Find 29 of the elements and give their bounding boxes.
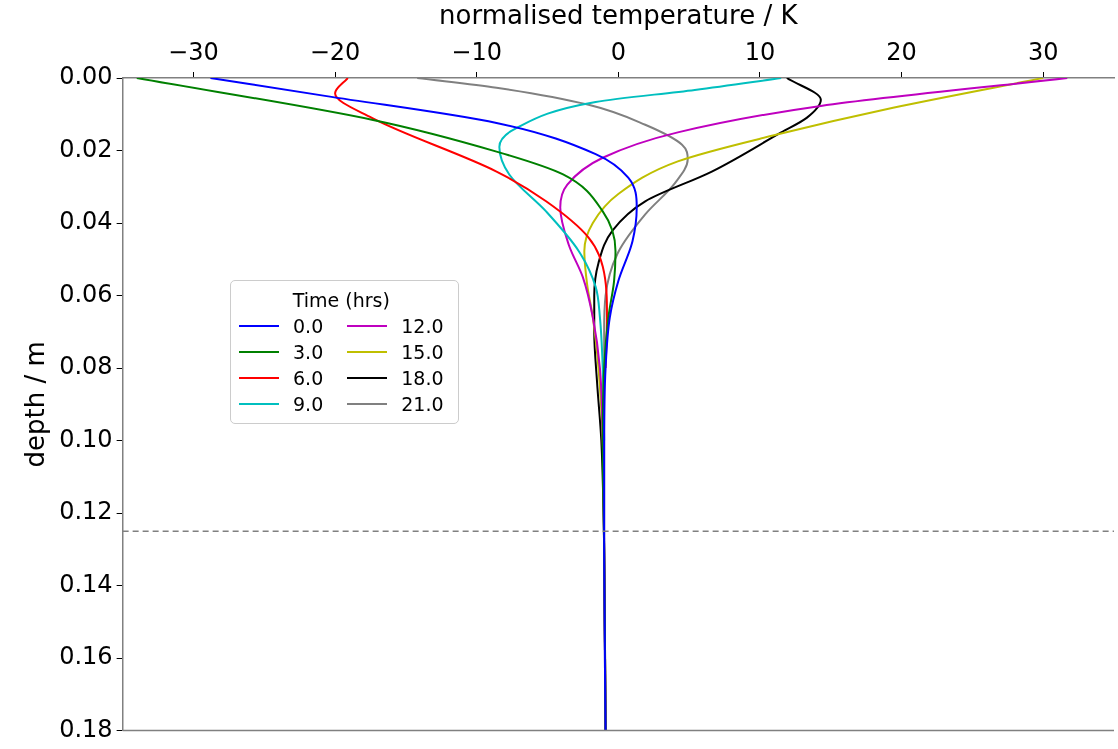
x-tick-label: 20 [886, 37, 917, 66]
y-tick-label: 0.14 [59, 569, 113, 598]
legend-label: 6.0 [293, 367, 324, 389]
x-tick-label: −10 [451, 37, 503, 66]
line-series [209, 78, 638, 731]
legend-label: 9.0 [293, 393, 324, 415]
y-tick-label: 0.10 [59, 424, 113, 453]
y-tick-label: 0.08 [59, 352, 113, 381]
y-tick-label: 0.12 [59, 497, 113, 526]
y-tick-label: 0.02 [59, 134, 113, 163]
x-tick-label: 30 [1027, 37, 1059, 66]
legend-title: Time (hrs) [291, 289, 391, 311]
legend-label: 3.0 [293, 341, 324, 363]
x-tick-label: −20 [309, 37, 361, 66]
y-tick-label: 0.04 [59, 207, 113, 236]
x-tick-label: 0 [610, 37, 626, 66]
y-axis-title: depth / m [20, 341, 51, 468]
legend-label: 18.0 [401, 367, 444, 389]
x-tick-label: 10 [744, 37, 776, 66]
legend-label: 21.0 [401, 393, 444, 415]
legend-label: 12.0 [401, 315, 444, 337]
x-tick-label: −30 [168, 37, 219, 66]
legend-label: 0.0 [293, 315, 324, 337]
y-tick-label: 0.16 [59, 642, 113, 671]
y-tick-label: 0.06 [59, 279, 113, 308]
y-tick-label: 0.18 [59, 714, 113, 743]
legend-label: 15.0 [401, 341, 444, 363]
x-axis-title: normalised temperature / K [439, 0, 799, 31]
y-tick-label: 0.00 [59, 62, 113, 91]
